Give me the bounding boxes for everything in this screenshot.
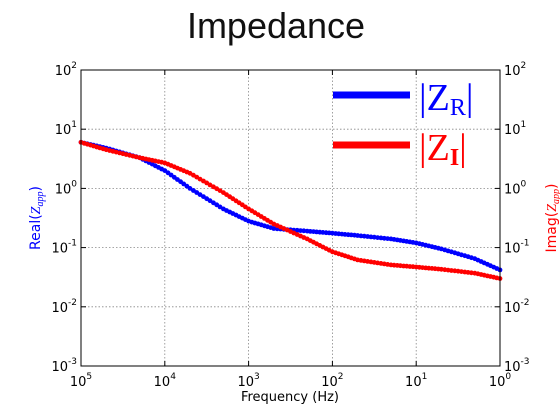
legend-zr-sub: R bbox=[450, 95, 466, 121]
tick-marks bbox=[80, 69, 501, 367]
y-right-label-sub: app bbox=[551, 189, 560, 204]
x-tick-label: 103 bbox=[237, 372, 259, 390]
y-axis-label-right: Imag(Zapp) bbox=[544, 184, 560, 253]
x-tick-label: 105 bbox=[70, 372, 92, 390]
y-right-label-prefix: Imag( bbox=[544, 212, 560, 253]
y-left-tick-label: 10-2 bbox=[51, 298, 77, 316]
y-left-label-suffix: ) bbox=[28, 186, 44, 191]
x-axis-label: Frequency (Hz) bbox=[241, 390, 339, 405]
y-left-label-z: Z bbox=[29, 206, 44, 214]
x-tick-label: 104 bbox=[154, 372, 177, 390]
y-right-tick-label: 102 bbox=[504, 61, 526, 79]
legend-label-zi: |ZI| bbox=[419, 127, 467, 171]
y-left-label-prefix: Real( bbox=[28, 214, 44, 250]
y-right-tick-label: 100 bbox=[504, 179, 527, 197]
plot-frame bbox=[80, 69, 501, 367]
legend-zr-right: | bbox=[466, 77, 474, 119]
y-right-tick-labels: 10-3 10-2 10-1 100 101 102 bbox=[504, 61, 530, 375]
grid bbox=[81, 70, 500, 366]
y-right-tick-label: 101 bbox=[504, 120, 526, 138]
y-right-label-suffix: ) bbox=[544, 184, 560, 189]
y-left-tick-labels: 10-3 10-2 10-1 100 101 102 bbox=[51, 61, 77, 375]
y-right-tick-label: 10-3 bbox=[504, 357, 530, 375]
legend-label-zr: |ZR| bbox=[419, 77, 473, 121]
y-left-tick-label: 10-3 bbox=[51, 357, 77, 375]
legend: |ZR| |ZI| bbox=[333, 77, 473, 171]
x-tick-label: 102 bbox=[321, 372, 343, 390]
y-right-tick-label: 10-1 bbox=[504, 239, 530, 257]
y-right-label-z: Z bbox=[545, 204, 560, 212]
y-left-tick-label: 10-1 bbox=[51, 239, 77, 257]
y-left-tick-label: 100 bbox=[55, 179, 78, 197]
chart-title: Impedance bbox=[187, 5, 365, 46]
y-left-label-sub: app bbox=[35, 192, 46, 207]
y-right-tick-label: 10-2 bbox=[504, 298, 530, 316]
x-tick-label: 101 bbox=[405, 372, 427, 390]
y-axis-label-left: Real(Zapp) bbox=[28, 186, 46, 250]
legend-zr-left: |Z bbox=[419, 77, 450, 119]
series-layer bbox=[78, 139, 503, 281]
legend-zi-left: |Z bbox=[419, 127, 450, 169]
x-tick-labels: 105 104 103 102 101 100 bbox=[70, 372, 512, 390]
y-left-tick-label: 101 bbox=[55, 120, 77, 138]
legend-zi-sub: I bbox=[450, 145, 459, 171]
legend-zi-right: | bbox=[459, 127, 467, 169]
x-tick-label: 100 bbox=[489, 372, 512, 390]
y-left-tick-label: 102 bbox=[55, 61, 77, 79]
